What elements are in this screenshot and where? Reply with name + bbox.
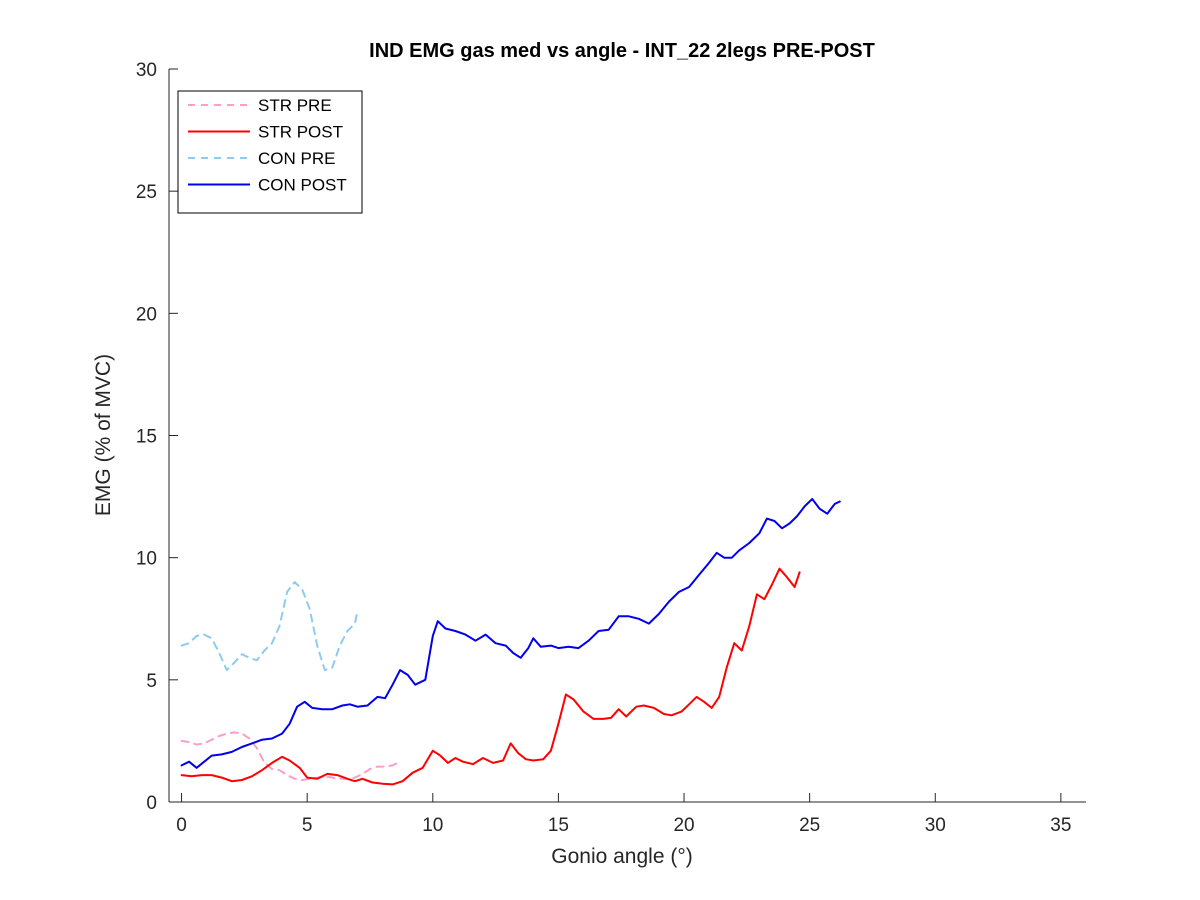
y-tick-label: 10 <box>136 549 157 570</box>
series-line-con-post <box>180 498 841 769</box>
legend-label: CON POST <box>258 176 347 195</box>
series-line-str-post <box>180 567 801 786</box>
y-tick-label: 0 <box>146 793 157 814</box>
y-tick-label: 15 <box>136 427 157 448</box>
series-line-str-pre <box>180 731 399 781</box>
x-tick-label: 15 <box>548 815 569 836</box>
x-tick-label: 0 <box>176 815 187 836</box>
y-tick-label: 5 <box>146 671 157 692</box>
x-tick-label: 30 <box>925 815 946 836</box>
x-tick-label: 25 <box>799 815 820 836</box>
legend: STR PRE STR POST CON PRE CON POST <box>177 90 363 214</box>
y-tick-label: 25 <box>136 182 157 203</box>
x-axis-label: Gonio angle (°) <box>551 845 692 868</box>
axes: 0 5 10 15 20 25 30 35 0 5 10 15 20 25 30 <box>136 60 1086 836</box>
legend-label: CON PRE <box>258 149 335 168</box>
y-tick-label: 20 <box>136 304 157 325</box>
y-axis-label: EMG (% of MVC) <box>92 354 115 516</box>
x-tick-label: 5 <box>302 815 313 836</box>
x-tick-label: 20 <box>673 815 694 836</box>
legend-label: STR POST <box>258 123 343 142</box>
legend-box <box>177 90 363 214</box>
y-tick-label: 30 <box>136 60 157 81</box>
x-tick-label: 35 <box>1050 815 1071 836</box>
legend-label: STR PRE <box>258 96 332 115</box>
series-line-con-pre <box>180 581 359 672</box>
chart-title: IND EMG gas med vs angle - INT_22 2legs … <box>369 40 875 62</box>
x-tick-label: 10 <box>422 815 443 836</box>
plot-area <box>180 498 841 786</box>
